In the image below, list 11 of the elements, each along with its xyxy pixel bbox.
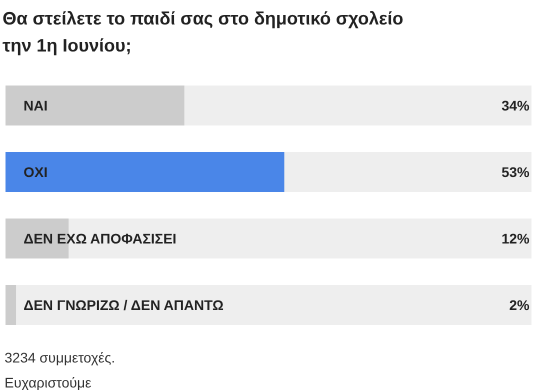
chart-title: Θα στείλετε το παιδί σας στο δημοτικό σχολείο την 1η Ιουνίου; bbox=[2, 8, 404, 56]
bar bbox=[6, 285, 16, 325]
y-tick-label: ΔΕΝ ΕΧΩ ΑΠΟΦΑΣΙΣΕΙ bbox=[24, 230, 176, 246]
y-tick-label: ΝΑΙ bbox=[24, 98, 48, 114]
data-label: 12% bbox=[501, 230, 530, 246]
data-label: 2% bbox=[509, 297, 530, 313]
text: 3234 συμμετοχές. bbox=[4, 350, 116, 366]
y-tick-label: ΔΕΝ ΓΝΩΡΙΖΩ / ΔΕΝ ΑΠΑΝΤΩ bbox=[24, 297, 224, 313]
data-label: 53% bbox=[501, 164, 530, 180]
y-tick-label: ΟΧΙ bbox=[24, 164, 48, 180]
data-label: 34% bbox=[501, 98, 530, 114]
